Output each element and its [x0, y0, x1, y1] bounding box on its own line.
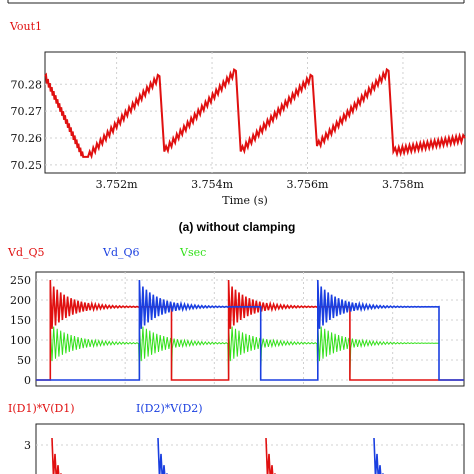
- vd-q6-line: [36, 279, 464, 381]
- diode-y-ticks: 23: [24, 439, 31, 452]
- legend-vout1: Vout1: [9, 20, 42, 33]
- diode-loss-chart: I(D1)*V(D1) I(D2)*V(D2) 23: [8, 402, 465, 474]
- d1-loss-spike: [265, 437, 276, 474]
- d1-loss-spike: [51, 437, 62, 474]
- diode-grid: [36, 444, 464, 446]
- legend-vd-q6: Vd_Q6: [102, 246, 140, 259]
- switch-voltage-chart: Vd_Q5 Vd_Q6 Vsec 0 50 100 150 200 250: [7, 246, 465, 387]
- vout-x-ticks: 3.752m 3.754m 3.756m 3.758m: [96, 178, 425, 191]
- y-tick-label: 200: [10, 294, 31, 307]
- d2-loss-spike: [373, 437, 384, 474]
- legend-d1: I(D1)*V(D1): [8, 402, 75, 415]
- switch-y-ticks: 0 50 100 150 200 250: [10, 274, 31, 387]
- vout1-line: [44, 67, 466, 160]
- vout-y-ticks: 70.25 70.26 70.27 70.28: [11, 78, 43, 172]
- legend-d2: I(D2)*V(D2): [136, 402, 203, 415]
- legend-vd-q5: Vd_Q5: [7, 246, 45, 259]
- y-tick-label: 70.27: [11, 105, 43, 118]
- y-tick-label: 70.25: [11, 159, 43, 172]
- x-tick-label: 3.758m: [382, 178, 424, 191]
- x-tick-label: 3.752m: [96, 178, 138, 191]
- figure-caption: (a) without clamping: [179, 220, 296, 234]
- vout-grid: [45, 52, 465, 173]
- switch-plot-frame: [35, 271, 465, 387]
- y-tick-label: 70.26: [11, 132, 43, 145]
- vout-plot-frame: [44, 51, 466, 174]
- y-tick-label: 0: [24, 374, 31, 387]
- y-tick-label: 250: [10, 274, 31, 287]
- y-tick-label: 3: [24, 439, 31, 452]
- y-tick-label: 150: [10, 314, 31, 327]
- x-tick-label: 3.756m: [287, 178, 329, 191]
- y-tick-label: 50: [17, 354, 31, 367]
- vout-x-axis-label: Time (s): [222, 194, 268, 207]
- switch-grid: [36, 272, 464, 386]
- vsec-line: [49, 323, 440, 381]
- vd-q5-line: [36, 279, 464, 381]
- diode-plot-frame: [35, 423, 465, 474]
- x-tick-label: 3.754m: [191, 178, 233, 191]
- y-tick-label: 100: [10, 334, 31, 347]
- diode-spikes: [51, 437, 384, 474]
- y-tick-label: 70.28: [11, 78, 43, 91]
- d2-loss-spike: [157, 437, 168, 474]
- legend-vsec: Vsec: [179, 246, 206, 259]
